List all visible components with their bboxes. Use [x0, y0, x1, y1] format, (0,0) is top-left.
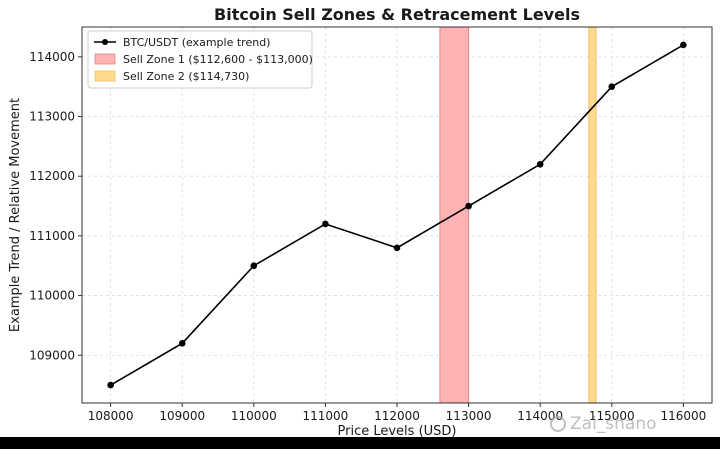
x-tick-label: 112000 — [374, 409, 420, 423]
data-point — [465, 202, 472, 210]
data-point — [178, 340, 186, 347]
x-tick-label: 113000 — [446, 409, 492, 423]
x-tick-label: 110000 — [231, 409, 277, 423]
data-point — [107, 381, 114, 389]
data-point — [680, 41, 687, 49]
data-point — [322, 220, 329, 228]
y-tick-label: 109000 — [29, 348, 75, 362]
legend-label: Sell Zone 2 ($114,730) — [123, 70, 249, 83]
y-axis-label: Example Trend / Relative Movement — [8, 98, 23, 332]
y-tick-label: 111000 — [29, 229, 75, 243]
legend-label: BTC/USDT (example trend) — [123, 36, 270, 49]
y-tick-label: 113000 — [29, 110, 75, 124]
series-line — [107, 41, 687, 389]
y-ticks: 109000 110000 111000 112000 113000 114000 — [29, 50, 82, 362]
x-tick-label: 116000 — [660, 409, 706, 423]
data-point — [608, 83, 616, 90]
x-tick-label: 115000 — [589, 409, 635, 423]
watermark: Zai_shano — [550, 414, 657, 434]
x-tick-label: 109000 — [159, 409, 205, 423]
chart-title: Bitcoin Sell Zones & Retracement Levels — [214, 5, 580, 24]
chart-svg: Bitcoin Sell Zones & Retracement Levels … — [8, 5, 713, 439]
legend-box — [87, 30, 313, 89]
legend: BTC/USDT (example trend) Sell Zone 1 ($11… — [87, 30, 313, 89]
bottom-bar — [0, 437, 720, 449]
data-point — [536, 160, 544, 168]
legend-marker — [102, 39, 108, 45]
y-tick-label: 112000 — [29, 169, 75, 183]
data-point — [393, 244, 401, 252]
watermark-icon — [550, 416, 566, 432]
y-tick-label: 114000 — [29, 50, 75, 64]
x-tick-label: 111000 — [303, 409, 349, 423]
legend-zone-swatch — [94, 53, 116, 65]
data-point — [250, 262, 258, 270]
x-tick-label: 108000 — [88, 409, 134, 423]
legend-label: Sell Zone 1 ($112,600 - $113,000) — [123, 53, 313, 66]
x-axis-label: Price Levels (USD) — [338, 424, 457, 437]
sell-zone-2 — [588, 26, 597, 404]
watermark-text: Zai_shano — [570, 414, 657, 434]
y-tick-label: 110000 — [29, 289, 75, 303]
legend-zone-swatch — [94, 70, 116, 82]
